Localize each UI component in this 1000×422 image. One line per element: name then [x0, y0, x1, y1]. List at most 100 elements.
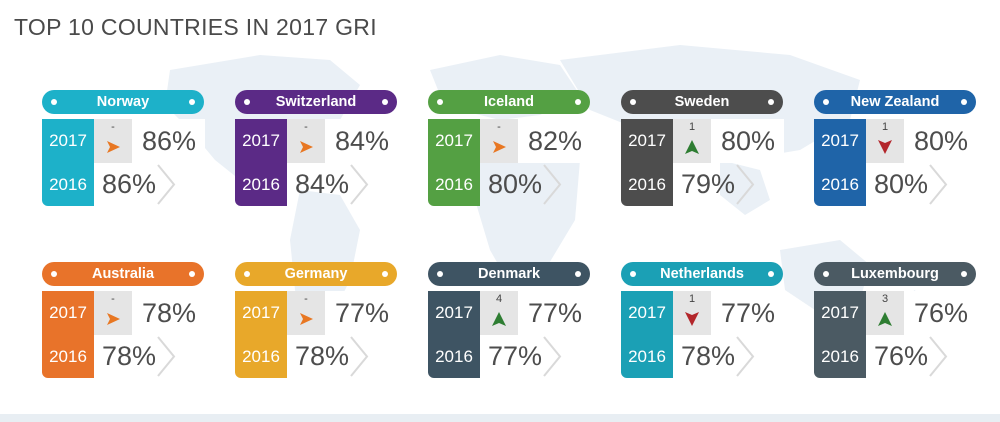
country-label: Sweden — [621, 90, 783, 114]
rank-change-box: - — [94, 119, 132, 163]
score-2016: 80% — [488, 169, 543, 199]
score-2016: 84% — [295, 169, 350, 199]
dot-icon — [575, 99, 581, 105]
rank-change-value: 4 — [495, 293, 503, 305]
score-2016: 78% — [102, 341, 157, 371]
chevron-right-icon — [543, 164, 562, 205]
country-label: Australia — [42, 262, 204, 286]
rank-change-value: - — [304, 121, 308, 133]
dot-icon — [244, 271, 250, 277]
dot-icon — [961, 99, 967, 105]
dot-icon — [51, 271, 57, 277]
dot-icon — [630, 99, 636, 105]
country-name: Denmark — [477, 266, 541, 282]
country-card-new-zealand: New Zealand 2017 1 80% 2016 80% — [814, 90, 990, 214]
rank-change-value: - — [304, 293, 308, 305]
triangle-right-icon — [300, 313, 313, 325]
year-2017-label: 2017 — [621, 291, 673, 335]
year-2016-label: 2016 — [235, 335, 287, 378]
year-2016-label: 2016 — [814, 163, 866, 206]
triangle-up-icon — [492, 312, 506, 326]
dot-icon — [189, 271, 195, 277]
rank-change-box: 3 — [866, 291, 904, 335]
row-2017-background — [711, 291, 784, 335]
dot-icon — [51, 99, 57, 105]
chevron-right-icon — [929, 336, 948, 377]
row-2017-background — [132, 119, 205, 163]
dot-icon — [189, 99, 195, 105]
row-2017-background — [518, 291, 591, 335]
score-2016: 78% — [295, 341, 350, 371]
country-card-luxembourg: Luxembourg 2017 3 76% 2016 76% — [814, 262, 990, 386]
dot-icon — [823, 271, 829, 277]
year-2017-label: 2017 — [42, 291, 94, 335]
country-label: New Zealand — [814, 90, 976, 114]
score-2017: 77% — [335, 298, 390, 328]
row-2017-background — [711, 119, 784, 163]
rank-change-value: 1 — [881, 121, 889, 133]
score-2016: 86% — [102, 169, 157, 199]
triangle-down-icon — [685, 312, 699, 326]
rank-change-box: 1 — [866, 119, 904, 163]
rank-change-value: 1 — [688, 293, 696, 305]
country-label: Denmark — [428, 262, 590, 286]
dot-icon — [244, 99, 250, 105]
year-2017-label: 2017 — [428, 291, 480, 335]
dot-icon — [630, 271, 636, 277]
chevron-right-icon — [350, 336, 369, 377]
dot-icon — [961, 271, 967, 277]
year-2016-label: 2016 — [621, 163, 673, 206]
triangle-down-icon — [878, 140, 892, 154]
dot-icon — [575, 271, 581, 277]
country-name: New Zealand — [850, 94, 940, 110]
year-2016-label: 2016 — [428, 335, 480, 378]
country-card-netherlands: Netherlands 2017 1 77% 2016 78% — [621, 262, 797, 386]
rank-change-box: - — [480, 119, 518, 163]
chevron-right-icon — [736, 336, 755, 377]
country-label: Luxembourg — [814, 262, 976, 286]
rank-change-value: - — [497, 121, 501, 133]
chevron-right-icon — [157, 164, 176, 205]
year-2017-label: 2017 — [621, 119, 673, 163]
score-2016: 79% — [681, 169, 736, 199]
row-2017-background — [518, 119, 591, 163]
country-name: Iceland — [484, 94, 534, 110]
country-name: Switzerland — [275, 94, 357, 110]
country-name: Luxembourg — [851, 266, 939, 282]
chevron-right-icon — [157, 336, 176, 377]
dot-icon — [768, 271, 774, 277]
score-2017: 76% — [914, 298, 969, 328]
row-2017-background — [904, 119, 977, 163]
dot-icon — [437, 271, 443, 277]
year-2016-label: 2016 — [235, 163, 287, 206]
year-2017-label: 2017 — [814, 119, 866, 163]
country-name: Germany — [284, 266, 348, 282]
rank-change-value: 3 — [881, 293, 889, 305]
score-2016: 76% — [874, 341, 929, 371]
country-name: Australia — [91, 266, 155, 282]
country-card-switzerland: Switzerland 2017 - 84% 2016 84% — [235, 90, 411, 214]
rank-change-value: - — [111, 293, 115, 305]
year-2016-label: 2016 — [42, 163, 94, 206]
country-card-denmark: Denmark 2017 4 77% 2016 77% — [428, 262, 604, 386]
score-2017: 80% — [721, 126, 776, 156]
score-2017: 78% — [142, 298, 197, 328]
score-2016: 78% — [681, 341, 736, 371]
score-2017: 86% — [142, 126, 197, 156]
country-label: Switzerland — [235, 90, 397, 114]
chevron-right-icon — [543, 336, 562, 377]
country-card-sweden: Sweden 2017 1 80% 2016 79% — [621, 90, 797, 214]
triangle-right-icon — [107, 141, 120, 153]
country-name: Sweden — [674, 94, 730, 110]
score-2017: 82% — [528, 126, 583, 156]
chevron-right-icon — [736, 164, 755, 205]
year-2016-label: 2016 — [621, 335, 673, 378]
page-title: TOP 10 COUNTRIES IN 2017 GRI — [14, 14, 377, 40]
triangle-right-icon — [300, 141, 313, 153]
year-2017-label: 2017 — [428, 119, 480, 163]
country-card-iceland: Iceland 2017 - 82% 2016 80% — [428, 90, 604, 214]
triangle-up-icon — [685, 140, 699, 154]
row-2017-background — [325, 119, 398, 163]
country-label: Iceland — [428, 90, 590, 114]
chevron-right-icon — [350, 164, 369, 205]
